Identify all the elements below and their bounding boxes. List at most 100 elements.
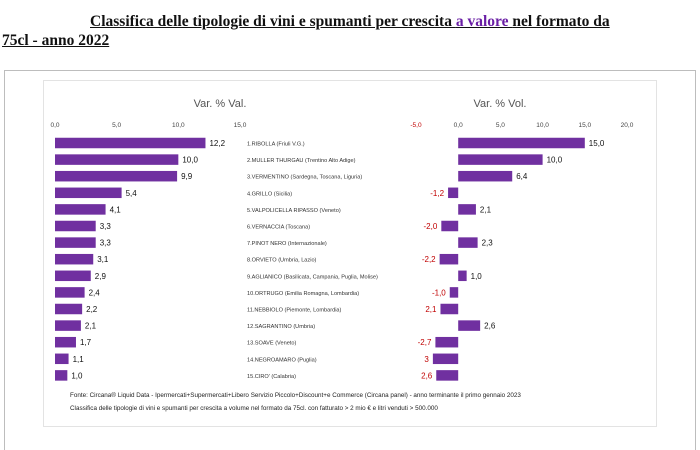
- category-label: 14.NEGROAMARO (Puglia): [247, 357, 317, 363]
- val-bar: [55, 137, 206, 149]
- vol-bar: [441, 220, 459, 232]
- vol-chart-title: Var. % Vol.: [474, 98, 527, 110]
- val-bar: [55, 237, 96, 248]
- val-data-label: 4,1: [110, 205, 122, 214]
- vol-data-label: -2,0: [424, 222, 438, 231]
- vol-tick-label: 5,0: [496, 122, 505, 129]
- chart-panel: [43, 80, 657, 427]
- val-tick-label: 15,0: [234, 122, 247, 129]
- val-bar: [55, 204, 106, 215]
- title-text-end: nel formato da: [512, 13, 610, 30]
- val-tick-label: 0,0: [50, 122, 59, 129]
- val-data-label: 3,1: [97, 255, 109, 264]
- vol-data-label: 2,3: [482, 239, 494, 248]
- val-bar: [55, 287, 85, 298]
- val-data-label: 2,1: [85, 322, 97, 331]
- vol-tick-label: 0,0: [454, 122, 463, 129]
- val-bar: [55, 220, 96, 232]
- frame-top-border: [4, 70, 696, 71]
- vol-bar: [458, 170, 513, 182]
- category-label: 9.AGLIANICO (Basilicata, Campania, Pugli…: [247, 274, 378, 280]
- title-accent-text: a valore: [455, 13, 513, 30]
- val-data-label: 5,4: [126, 189, 138, 198]
- category-label: 4.GRILLO (Sicilia): [247, 191, 292, 197]
- val-bar: [55, 320, 81, 331]
- val-data-label: 2,4: [89, 288, 101, 297]
- vol-bar: [458, 204, 476, 215]
- vol-data-label: -1,0: [432, 288, 446, 297]
- val-bar: [55, 154, 179, 165]
- category-label: 7.PINOT NERO (Internazionale): [247, 241, 327, 247]
- category-label: 12.SAGRANTINO (Umbria): [247, 324, 315, 330]
- vol-bar: [458, 154, 543, 165]
- vol-bar: [432, 353, 459, 365]
- category-label: 15.CIRO' (Calabria): [247, 374, 296, 380]
- vol-data-label: 15,0: [589, 139, 605, 148]
- vol-data-label: -2,2: [422, 255, 436, 264]
- val-data-label: 2,9: [95, 272, 107, 281]
- vol-bar: [448, 187, 459, 199]
- vol-tick-label: 15,0: [578, 122, 591, 129]
- vol-bar: [436, 370, 459, 381]
- vol-data-label: 1,0: [471, 272, 483, 281]
- vol-data-label: 10,0: [547, 156, 563, 165]
- val-data-label: 1,7: [80, 338, 92, 347]
- category-label: 10.ORTRUGO (Emilia Romagna, Lombardia): [247, 291, 359, 297]
- val-data-label: 3,3: [100, 222, 112, 231]
- vol-data-label: -1,2: [430, 189, 444, 198]
- footnote: Classifica delle tipologie di vini e spu…: [70, 405, 438, 412]
- vol-bar: [440, 303, 459, 315]
- vol-bar: [458, 137, 585, 149]
- vol-data-label: 3: [424, 355, 429, 364]
- val-bar: [55, 303, 83, 315]
- vol-data-label: 6,4: [516, 172, 528, 181]
- frame-right-border: [695, 70, 696, 450]
- val-data-label: 9,9: [181, 172, 193, 181]
- vol-bar: [458, 237, 478, 248]
- frame-left-border: [4, 70, 5, 450]
- val-data-label: 3,3: [100, 239, 112, 248]
- title-text-start: Classifica delle tipologie di vini e spu…: [90, 13, 456, 30]
- val-tick-label: 5,0: [112, 122, 121, 129]
- val-bar: [55, 270, 91, 282]
- title-line-2: 75cl - anno 2022: [2, 32, 110, 49]
- val-data-label: 10,0: [182, 156, 198, 165]
- category-label: 8.ORVIETO (Umbria, Lazio): [247, 258, 317, 264]
- category-label: 13.SOAVE (Veneto): [247, 341, 296, 347]
- vol-tick-label: 20,0: [621, 122, 634, 129]
- val-tick-label: 10,0: [172, 122, 185, 129]
- vol-data-label: 2,6: [421, 371, 433, 380]
- val-bar: [55, 353, 69, 365]
- category-label: 3.VERMENTINO (Sardegna, Toscana, Liguria…: [247, 175, 362, 181]
- val-data-label: 12,2: [209, 139, 225, 148]
- vol-data-label: 2,1: [425, 305, 437, 314]
- val-chart-title: Var. % Val.: [194, 98, 247, 110]
- vol-data-label: 2,1: [480, 205, 492, 214]
- category-label: 11.NEBBIOLO (Piemonte, Lombardia): [247, 308, 342, 314]
- val-bar: [55, 170, 178, 182]
- vol-data-label: 2,6: [484, 322, 496, 331]
- category-label: 2.MULLER THURGAU (Trentino Alto Adige): [247, 158, 356, 164]
- vol-bar: [435, 336, 459, 348]
- val-bar: [55, 187, 122, 199]
- val-data-label: 1,0: [71, 371, 83, 380]
- val-bar: [55, 370, 68, 381]
- vol-bar: [449, 287, 459, 298]
- category-label: 1.RIBOLLA (Friuli V.G.): [247, 142, 305, 148]
- val-data-label: 1,1: [73, 355, 85, 364]
- vol-bar: [439, 253, 459, 265]
- vol-tick-label: 10,0: [536, 122, 549, 129]
- val-data-label: 2,2: [86, 305, 98, 314]
- category-label: 5.VALPOLICELLA RIPASSO (Veneto): [247, 208, 341, 214]
- title-line-1: Classifica delle tipologie di vini e spu…: [2, 12, 698, 31]
- vol-data-label: -2,7: [418, 338, 432, 347]
- val-bar: [55, 253, 94, 265]
- category-label: 6.VERNACCIA (Toscana): [247, 225, 310, 231]
- val-bar: [55, 336, 76, 348]
- vol-bar: [458, 320, 481, 331]
- vol-tick-label: -5,0: [410, 122, 422, 129]
- vol-bar: [458, 270, 467, 282]
- source-note: Fonte: Circana® Liquid Data - Ipermercat…: [70, 392, 521, 399]
- page-title: Classifica delle tipologie di vini e spu…: [2, 12, 698, 50]
